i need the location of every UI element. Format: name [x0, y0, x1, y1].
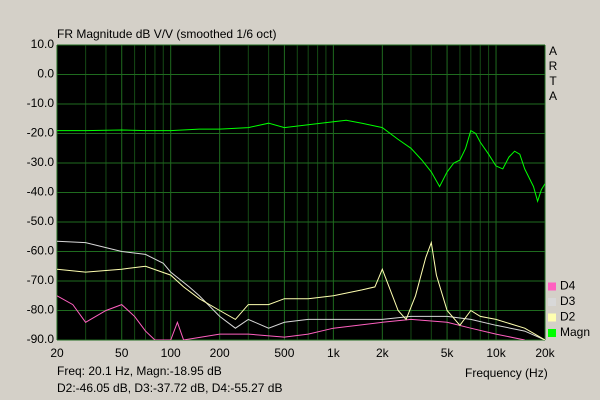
legend-label: Magn	[560, 325, 590, 339]
plot-lines	[57, 119, 545, 340]
legend-label: D3	[560, 294, 576, 308]
legend-swatch	[548, 329, 556, 337]
y-tick-label: -40.0	[27, 185, 55, 199]
x-tick-label: 10k	[486, 346, 506, 360]
legend-swatch	[548, 282, 556, 291]
legend-label: D2	[560, 310, 576, 324]
series-line	[57, 240, 545, 340]
x-tick-label: 50	[115, 346, 129, 360]
legend-swatch	[548, 298, 556, 306]
x-tick-label: 500	[274, 346, 294, 360]
x-tick-label: 5k	[441, 346, 455, 360]
x-axis-label: Frequency (Hz)	[465, 366, 548, 380]
y-tick-label: -30.0	[27, 155, 55, 169]
chart-title: FR Magnitude dB V/V (smoothed 1/6 oct)	[57, 27, 276, 41]
legend-label: D4	[560, 279, 576, 293]
y-tick-label: 10.0	[31, 37, 55, 51]
series-line	[57, 240, 545, 340]
side-label-letter: T	[549, 74, 557, 88]
series-line	[57, 295, 525, 340]
x-tick-label: 1k	[327, 346, 341, 360]
series-line	[57, 119, 545, 204]
x-tick-label: 100	[161, 346, 181, 360]
y-tick-label: -10.0	[27, 96, 55, 110]
x-tick-label: 20k	[535, 346, 555, 360]
legend-swatch	[548, 313, 556, 322]
y-tick-label: -50.0	[27, 214, 55, 228]
readout: Freq: 20.1 Hz, Magn:-18.95 dB	[57, 364, 222, 378]
y-tick-label: -80.0	[27, 303, 55, 317]
side-label-letter: A	[549, 44, 557, 58]
y-tick-label: -90.0	[27, 332, 55, 346]
y-tick-label: -70.0	[27, 273, 55, 287]
x-tick-label: 200	[210, 346, 230, 360]
y-tick-label: -20.0	[27, 126, 55, 140]
readout: D2:-46.05 dB, D3:-37.72 dB, D4:-55.27 dB	[57, 381, 282, 395]
y-tick-label: 0.0	[37, 67, 54, 81]
x-tick-label: 20	[50, 346, 64, 360]
y-tick-label: -60.0	[27, 244, 55, 258]
side-label-letter: A	[549, 89, 557, 103]
side-label-letter: R	[549, 59, 558, 73]
x-tick-label: 2k	[376, 346, 390, 360]
